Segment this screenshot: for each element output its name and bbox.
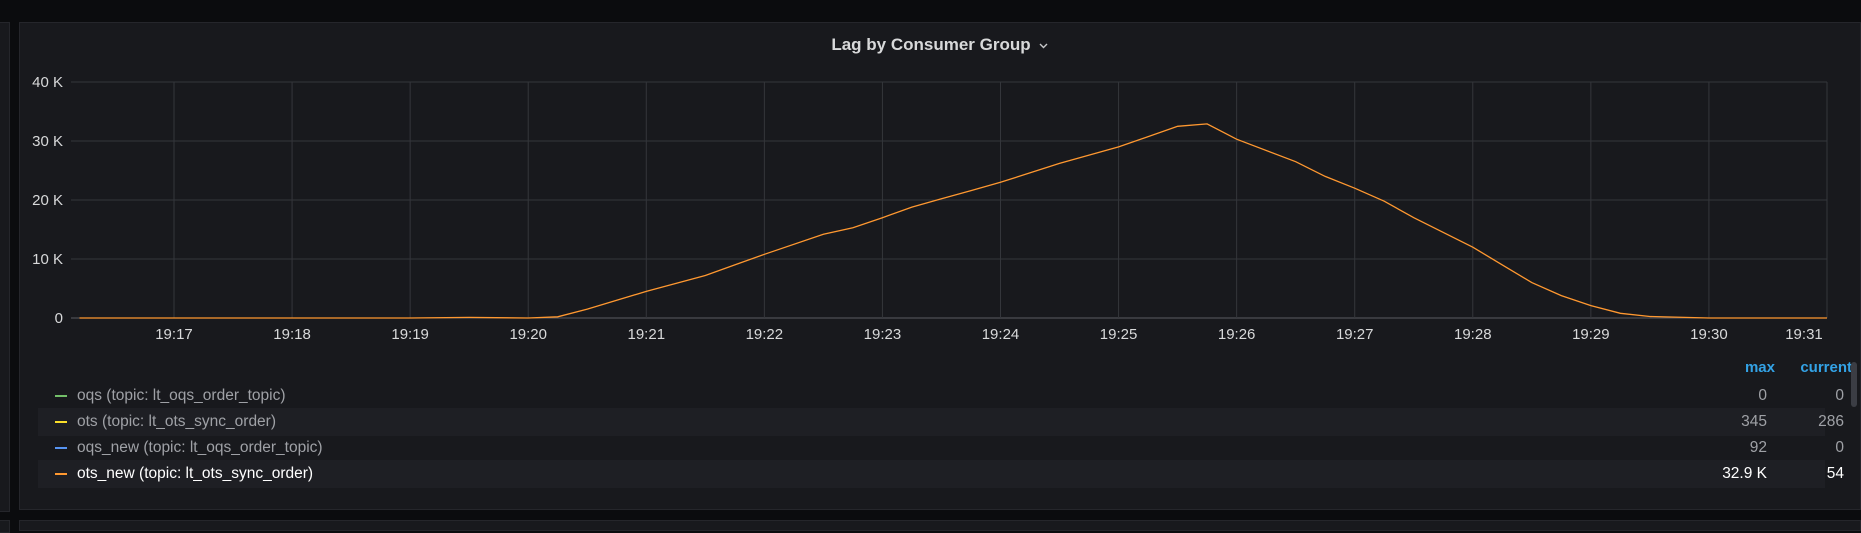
- legend-table: max current oqs (topic: lt_oqs_order_top…: [19, 355, 1861, 500]
- x-tick-label: 19:29: [1572, 326, 1610, 340]
- legend-header-current[interactable]: current: [1800, 359, 1852, 376]
- y-tick-label: 10 K: [32, 251, 63, 268]
- legend-series-label[interactable]: oqs_new (topic: lt_oqs_order_topic): [77, 439, 323, 457]
- legend-header: max current: [1692, 359, 1852, 381]
- adjacent-panel-edge-bottom: [0, 520, 10, 533]
- series-color-swatch[interactable]: [55, 421, 67, 423]
- series-line-ots-new[interactable]: [80, 124, 1828, 318]
- y-tick-label: 40 K: [32, 74, 63, 91]
- y-tick-label: 0: [55, 310, 63, 327]
- x-tick-label: 19:18: [273, 326, 311, 340]
- legend-series-label[interactable]: ots (topic: lt_ots_sync_order): [77, 413, 276, 431]
- lag-line-chart: 0 10 K 20 K 30 K 40 K 19:17 19:18 19:19 19:20 19:…: [0, 0, 1861, 340]
- x-tick-label: 19:28: [1454, 326, 1492, 340]
- x-tick-label: 19:21: [628, 326, 666, 340]
- legend-max-value: 32.9 K: [1722, 465, 1767, 483]
- x-tick-label: 19:23: [864, 326, 902, 340]
- legend-series-label[interactable]: ots_new (topic: lt_ots_sync_order): [77, 465, 313, 483]
- x-tick-label: 19:17: [155, 326, 193, 340]
- legend-series-label[interactable]: oqs (topic: lt_oqs_order_topic): [77, 387, 286, 405]
- legend-current-value: 0: [1774, 439, 1844, 457]
- legend-max-value: 0: [1758, 387, 1767, 405]
- x-tick-label: 19:24: [982, 326, 1020, 340]
- y-tick-label: 20 K: [32, 192, 63, 209]
- series-color-swatch[interactable]: [55, 395, 67, 397]
- legend-current-value: 286: [1774, 413, 1844, 431]
- legend-row[interactable]: ots_new (topic: lt_ots_sync_order) 32.9 K…: [38, 460, 1825, 488]
- legend-current-value: 54: [1774, 465, 1844, 483]
- x-tick-label: 19:22: [746, 326, 784, 340]
- series-color-swatch[interactable]: [55, 447, 67, 449]
- x-tick-label: 19:30: [1690, 326, 1728, 340]
- x-tick-label: 19:25: [1100, 326, 1138, 340]
- x-tick-label: 19:27: [1336, 326, 1374, 340]
- legend-scrollbar[interactable]: [1851, 362, 1857, 407]
- legend-header-max[interactable]: max: [1745, 359, 1775, 376]
- y-tick-label: 30 K: [32, 133, 63, 150]
- next-panel-edge: [19, 520, 1861, 531]
- legend-max-value: 345: [1741, 413, 1767, 431]
- legend-current-value: 0: [1774, 387, 1844, 405]
- series-color-swatch[interactable]: [55, 473, 67, 475]
- x-tick-label: 19:20: [509, 326, 547, 340]
- x-tick-label: 19:26: [1218, 326, 1256, 340]
- x-tick-label: 19:31: [1785, 326, 1823, 340]
- x-tick-label: 19:19: [391, 326, 429, 340]
- legend-max-value: 92: [1750, 439, 1767, 457]
